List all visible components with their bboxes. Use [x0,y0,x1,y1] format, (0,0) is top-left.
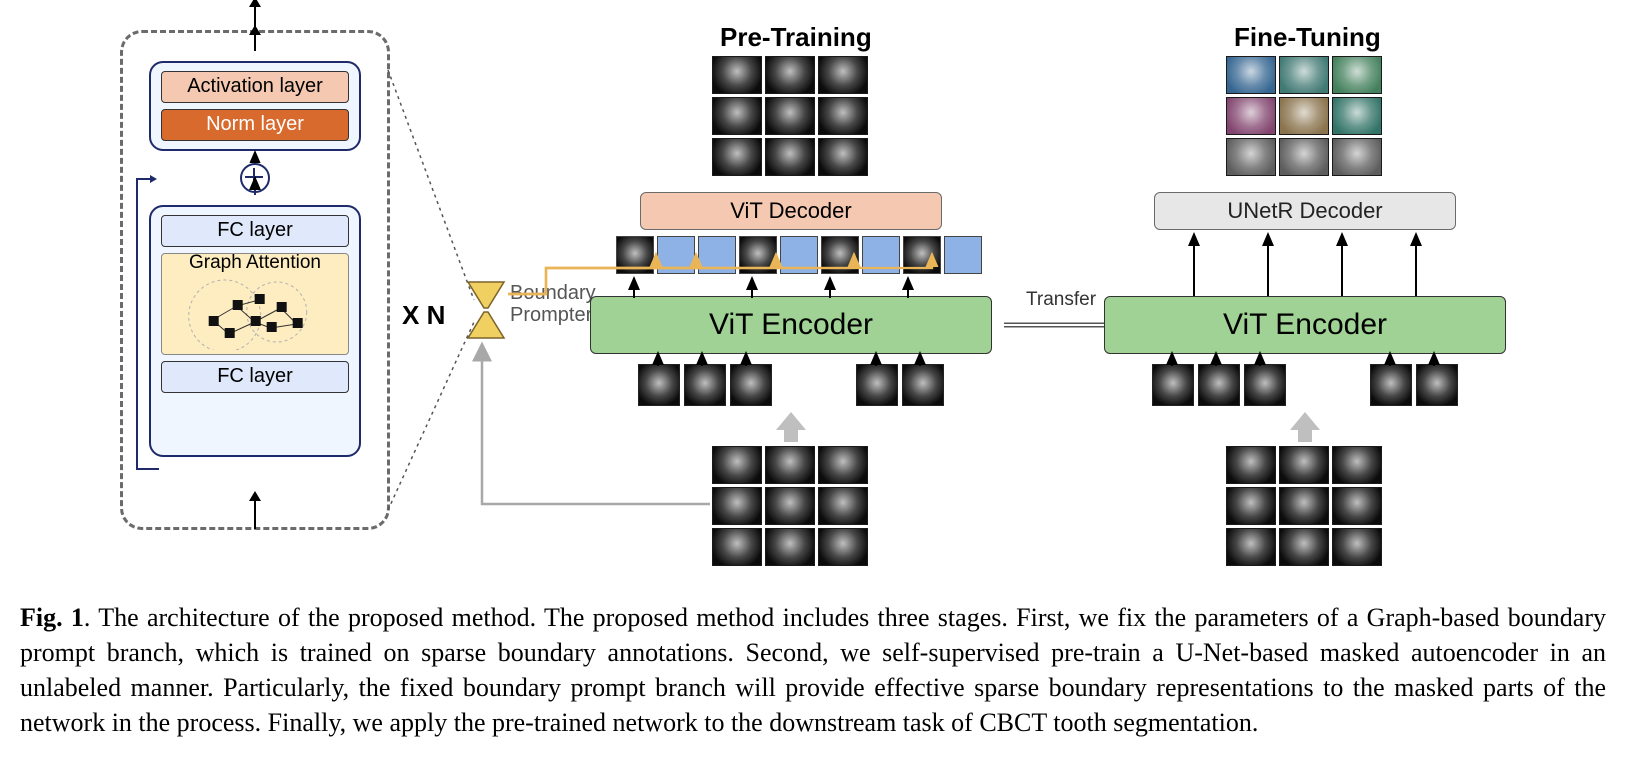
input-patch [1416,364,1458,406]
patches-to-encoder-arrows-fine [1152,350,1472,368]
figure-1: Activation layer Norm layer FC layer Gra… [20,20,1606,740]
finetuning-output-patches [1226,56,1382,176]
vit-decoder-box: ViT Decoder [640,192,942,230]
patch-cell [1332,446,1382,484]
patch-cell-colored [1226,138,1276,176]
encoder-to-tokens-arrows [616,274,976,300]
fc-layer-bottom-chip: FC layer [161,361,349,393]
patch-cell-colored [1332,97,1382,135]
patch-cell-colored [1226,56,1276,94]
graph-attention-box: Graph Attention [161,253,349,355]
patch-cell [765,56,815,94]
finetune-input-patches-left [1152,364,1286,406]
patch-cell [765,446,815,484]
pretraining-input-grid [712,446,868,566]
architecture-diagram: Activation layer Norm layer FC layer Gra… [20,20,1606,580]
fc-layer-top-chip: FC layer [161,215,349,247]
graph-bottom-card: FC layer Graph Attention [149,205,361,457]
graph-attention-label: Graph Attention [162,252,348,274]
patch-cell [712,56,762,94]
input-patch [856,364,898,406]
input-patch [1244,364,1286,406]
input-patch [1152,364,1194,406]
patch-cell [765,97,815,135]
activation-layer-chip: Activation layer [161,71,349,103]
figure-caption: Fig. 1. The architecture of the proposed… [20,600,1606,740]
input-patch [730,364,772,406]
patch-cell [1279,446,1329,484]
vit-encoder-finetune: ViT Encoder [1104,296,1506,354]
pretraining-output-patches [712,56,868,176]
patch-cell [1279,528,1329,566]
finetuning-header: Fine-Tuning [1234,22,1381,53]
unetr-decoder-box: UNetR Decoder [1154,192,1456,230]
residual-skip-line [129,173,169,473]
patch-cell [1226,487,1276,525]
graph-output-arrowhead [249,0,261,7]
graph-topcard-out-stem [254,33,256,51]
patch-cell [712,138,762,176]
patch-cell [765,528,815,566]
input-to-prompter-line [460,300,720,580]
patch-cell-colored [1279,56,1329,94]
encoder-to-unetr-arrows [1154,230,1454,300]
patch-cell-colored [1332,56,1382,94]
finetuning-input-grid [1226,446,1382,566]
graph-top-card: Activation layer Norm layer [149,61,361,151]
graph-topcard-out-arrow [249,25,261,35]
patch-cell-colored [1332,138,1382,176]
patch-cell [818,446,868,484]
finetune-input-patches-right [1370,364,1458,406]
patch-cell [1226,528,1276,566]
input-patch [1198,364,1240,406]
patch-cell [1226,446,1276,484]
patch-cell-colored [1226,97,1276,135]
input-patch [1370,364,1412,406]
transfer-label: Transfer [1026,290,1096,311]
patch-cell [1332,528,1382,566]
input-to-patches-arrow-pre [776,412,806,442]
norm-layer-chip: Norm layer [161,109,349,141]
patch-cell [818,487,868,525]
graph-input-stem [254,501,256,529]
bottomcard-to-plus-arrow [249,175,261,195]
graph-block-outer: Activation layer Norm layer FC layer Gra… [120,30,390,530]
patch-cell [818,97,868,135]
patch-cell [1332,487,1382,525]
input-patch [902,364,944,406]
graph-attention-icon [171,270,338,350]
patch-cell [818,528,868,566]
patch-cell [818,56,868,94]
figure-label: Fig. 1 [20,603,84,632]
pretraining-header: Pre-Training [720,22,872,53]
patch-cell [1279,487,1329,525]
patch-cell [765,487,815,525]
patch-cell-colored [1279,97,1329,135]
patch-cell [765,138,815,176]
plus-to-topcard-arrow [249,149,261,163]
caption-text: . The architecture of the proposed metho… [20,603,1606,737]
patch-cell [712,97,762,135]
patch-cell-colored [1279,138,1329,176]
patch-cell [818,138,868,176]
graph-input-arrowhead [249,491,261,501]
input-to-patches-arrow-fine [1290,412,1320,442]
pretrain-input-patches-right [856,364,944,406]
